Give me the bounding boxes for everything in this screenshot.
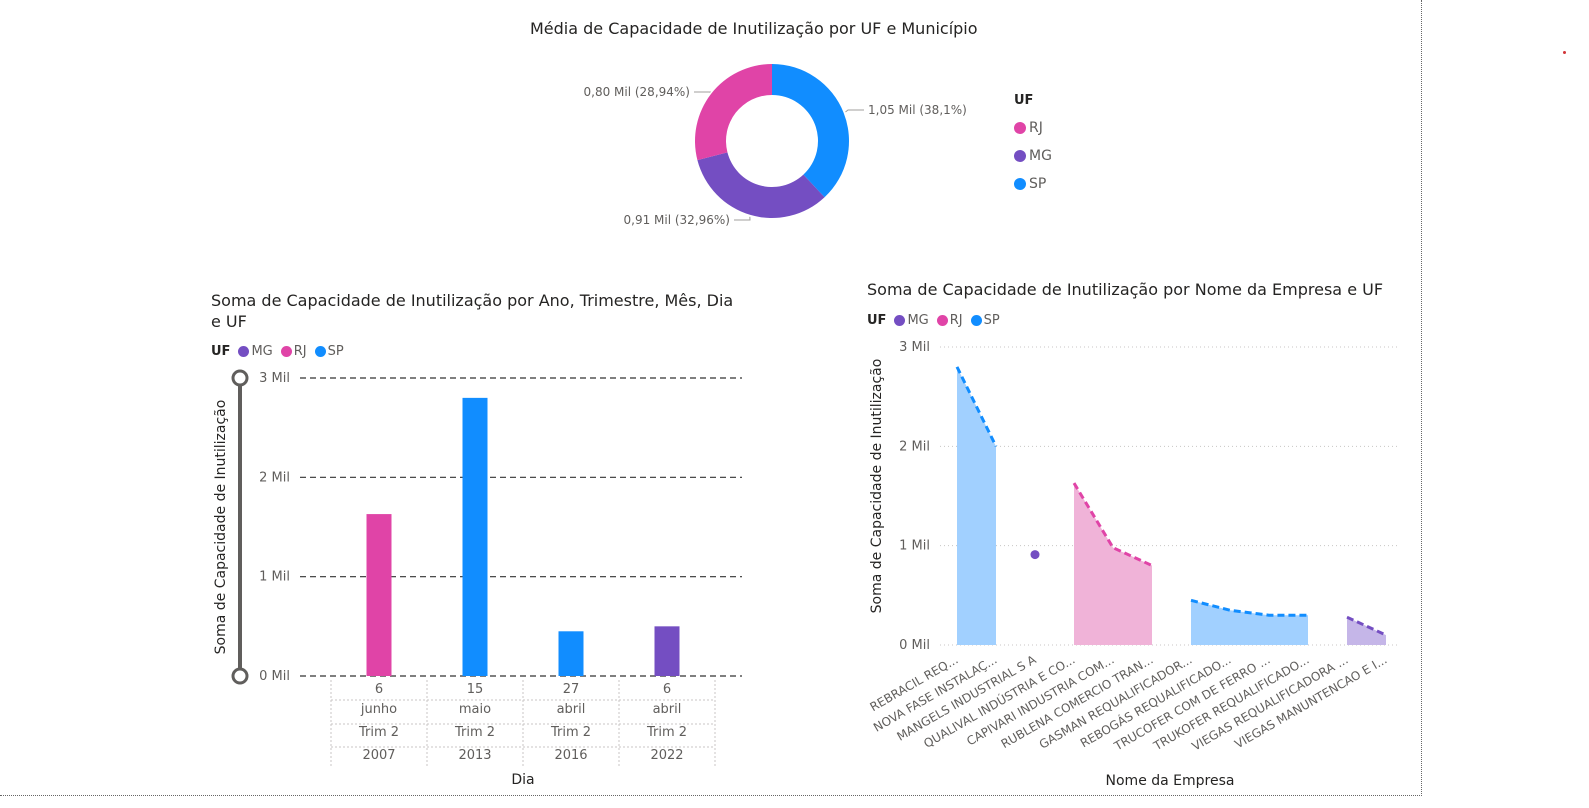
area-fill-sp[interactable]	[957, 366, 996, 645]
bar-sp[interactable]	[462, 397, 488, 676]
bar-x-category-label: 6	[375, 682, 383, 697]
bar-x-category-label: 27	[563, 682, 580, 697]
area-y-tick-label: 1 Mil	[899, 539, 930, 554]
area-y-tick-label: 3 Mil	[899, 340, 930, 355]
area-y-axis-title: Soma de Capacidade de Inutilização	[869, 359, 885, 614]
bar-legend-title: UF	[211, 344, 231, 359]
donut-data-label: 0,80 Mil (28,94%)	[584, 85, 691, 99]
area-legend-item[interactable]: RJ	[936, 313, 963, 328]
donut-legend-label: SP	[1029, 176, 1047, 192]
donut-chart-title: Média de Capacidade de Inutilização por …	[530, 19, 978, 38]
donut-legend-item[interactable]: RJ	[1014, 114, 1052, 142]
bar-x-category-label: Trim 2	[358, 725, 399, 740]
area-line-mg[interactable]	[1346, 615, 1387, 637]
area-legend-item[interactable]: MG	[894, 313, 929, 328]
legend-dot-icon	[1014, 150, 1026, 162]
bar-rj[interactable]	[366, 514, 392, 676]
bar-sp[interactable]	[558, 631, 584, 676]
donut-legend-item[interactable]: SP	[1014, 170, 1052, 198]
bar-legend-label: SP	[327, 344, 344, 359]
bar-x-category-label: 2013	[458, 748, 491, 763]
donut-legend[interactable]: UF RJ MG SP	[1014, 93, 1052, 198]
bar-mg[interactable]	[654, 626, 680, 676]
zoom-slider-handle-top[interactable]	[231, 369, 249, 387]
area-chart[interactable]: Soma de Capacidade de Inutilização 0 Mil 1…	[860, 330, 1410, 800]
legend-dot-icon	[238, 346, 250, 357]
bar-legend-item[interactable]: RJ	[280, 344, 307, 359]
area-legend-label: SP	[983, 313, 1000, 328]
bar-x-category-label: abril	[557, 702, 586, 717]
area-legend-label: MG	[907, 313, 929, 328]
report-canvas	[0, 0, 1422, 796]
donut-slice[interactable]	[695, 64, 772, 161]
bar-x-category-label: maio	[459, 702, 491, 717]
area-legend-label: RJ	[949, 313, 963, 328]
marker-dot	[1563, 51, 1566, 54]
donut-chart[interactable]: 1,05 Mil (38,1%) 0,91 Mil (32,96%) 0,80 Mi…	[560, 50, 1000, 250]
legend-dot-icon	[936, 315, 948, 326]
legend-dot-icon	[894, 315, 906, 326]
donut-legend-title: UF	[1014, 93, 1034, 108]
donut-legend-label: MG	[1029, 148, 1052, 164]
donut-slice[interactable]	[772, 64, 849, 198]
area-fill-mg[interactable]	[1347, 617, 1386, 645]
donut-leader-line	[845, 109, 864, 113]
legend-dot-icon	[1014, 122, 1026, 134]
donut-leader-line	[734, 216, 751, 221]
area-chart-title: Soma de Capacidade de Inutilização por N…	[867, 280, 1384, 299]
legend-dot-icon	[1014, 178, 1026, 190]
zoom-slider-handle-bottom[interactable]	[231, 667, 249, 685]
area-legend[interactable]: UF MG RJ SP	[867, 313, 1004, 328]
donut-legend-item[interactable]: MG	[1014, 142, 1052, 170]
bar-chart-title-line2: e UF	[211, 312, 247, 331]
bar-x-category-label: Trim 2	[646, 725, 687, 740]
bar-x-category-label: 6	[663, 682, 671, 697]
bar-y-tick-label: 0 Mil	[259, 669, 290, 684]
donut-data-label: 0,91 Mil (32,96%)	[624, 213, 731, 227]
bar-x-category-label: junho	[360, 702, 397, 717]
area-y-tick-label: 0 Mil	[899, 638, 930, 653]
donut-leader-line	[694, 91, 711, 93]
bar-legend-label: MG	[251, 344, 273, 359]
area-legend-item[interactable]: SP	[970, 313, 1000, 328]
area-line-rj[interactable]	[1072, 482, 1153, 567]
area-fill-sp[interactable]	[1191, 600, 1308, 645]
bar-x-category-label: abril	[653, 702, 682, 717]
bar-chart-title-line1: Soma de Capacidade de Inutilização por A…	[211, 291, 734, 310]
bar-y-tick-label: 2 Mil	[259, 470, 290, 485]
bar-x-axis-title: Dia	[511, 772, 534, 788]
bar-x-category-label: 2016	[554, 748, 587, 763]
bar-y-axis-title: Soma de Capacidade de Inutilização	[213, 400, 229, 655]
legend-dot-icon	[280, 346, 292, 357]
bar-y-tick-label: 3 Mil	[259, 371, 290, 386]
bar-x-category-label: 2022	[650, 748, 683, 763]
area-line-sp[interactable]	[955, 366, 998, 447]
area-fill-rj[interactable]	[1074, 483, 1152, 645]
donut-slice[interactable]	[697, 152, 825, 218]
bar-chart[interactable]: Soma de Capacidade de Inutilização 0 Mil 1…	[200, 360, 760, 800]
donut-data-label: 1,05 Mil (38,1%)	[868, 103, 967, 117]
area-point-mg[interactable]	[1030, 550, 1040, 560]
bar-legend-item[interactable]: SP	[314, 344, 344, 359]
bar-x-category-label: 15	[467, 682, 484, 697]
legend-dot-icon	[970, 315, 982, 326]
bar-x-category-label: Trim 2	[550, 725, 591, 740]
area-line-sp[interactable]	[1190, 598, 1308, 617]
bar-x-category-label: 2007	[362, 748, 395, 763]
bar-x-category-label: Trim 2	[454, 725, 495, 740]
bar-legend-label: RJ	[293, 344, 307, 359]
bar-y-tick-label: 1 Mil	[259, 570, 290, 585]
donut-legend-label: RJ	[1029, 120, 1043, 136]
bar-legend[interactable]: UF MG RJ SP	[211, 344, 348, 359]
area-x-axis-title: Nome da Empresa	[1106, 773, 1235, 789]
area-legend-title: UF	[867, 313, 887, 328]
area-y-tick-label: 2 Mil	[899, 439, 930, 454]
legend-dot-icon	[314, 346, 326, 357]
bar-legend-item[interactable]: MG	[238, 344, 273, 359]
bar-chart-title: Soma de Capacidade de Inutilização por A…	[211, 290, 751, 332]
